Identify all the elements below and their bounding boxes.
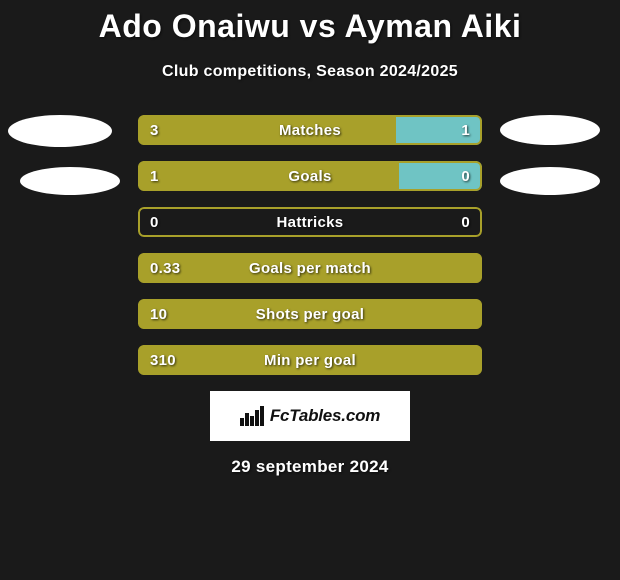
bars-icon	[240, 406, 264, 426]
stat-label: Shots per goal	[256, 306, 364, 323]
stat-value-left: 310	[138, 352, 188, 369]
stat-value-right: 1	[449, 122, 482, 139]
player-ellipse	[8, 115, 112, 147]
stat-value-left: 1	[138, 168, 171, 185]
stat-row: 10 Shots per goal	[138, 299, 482, 329]
comparison-infographic: Ado Onaiwu vs Ayman Aiki Club competitio…	[0, 0, 620, 477]
stat-row: 0.33 Goals per match	[138, 253, 482, 283]
stat-value-left: 0.33	[138, 260, 192, 277]
page-title: Ado Onaiwu vs Ayman Aiki	[0, 8, 620, 45]
stat-row: 0 Hattricks 0	[138, 207, 482, 237]
stat-value-left: 10	[138, 306, 179, 323]
bar-left	[138, 115, 396, 145]
stat-label: Min per goal	[264, 352, 356, 369]
stat-label: Goals per match	[249, 260, 371, 277]
stats-zone: 3 Matches 1 1 Goals 0 0 Hattricks 0 0.33 Goals per…	[0, 115, 620, 375]
brand-badge: FcTables.com	[210, 391, 410, 441]
player-ellipse	[500, 167, 600, 195]
bar-left	[138, 161, 399, 191]
stat-row: 1 Goals 0	[138, 161, 482, 191]
stat-label: Matches	[279, 122, 341, 139]
stat-value-right: 0	[449, 214, 482, 231]
stat-label: Hattricks	[277, 214, 344, 231]
subtitle: Club competitions, Season 2024/2025	[0, 63, 620, 81]
player-ellipse	[500, 115, 600, 145]
stat-value-left: 3	[138, 122, 171, 139]
stat-row: 310 Min per goal	[138, 345, 482, 375]
date-label: 29 september 2024	[0, 457, 620, 477]
stat-value-right: 0	[449, 168, 482, 185]
brand-text: FcTables.com	[270, 406, 380, 426]
player-ellipse	[20, 167, 120, 195]
stat-value-left: 0	[138, 214, 171, 231]
stat-row: 3 Matches 1	[138, 115, 482, 145]
stat-label: Goals	[288, 168, 331, 185]
